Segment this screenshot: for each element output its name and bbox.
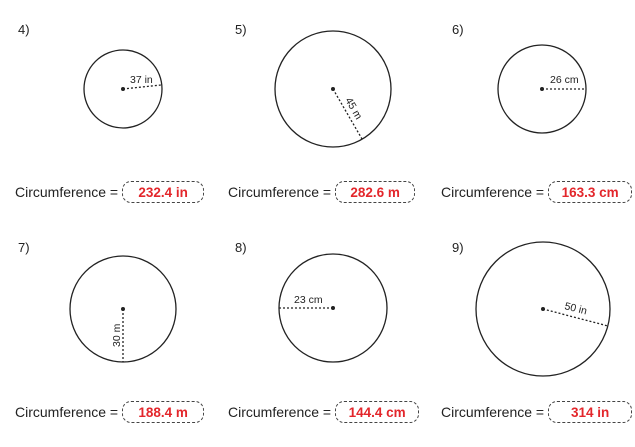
circumference-label: Circumference = — [228, 184, 332, 200]
answer-value: 282.6 m — [350, 184, 400, 200]
answer-value: 144.4 cm — [348, 404, 406, 420]
radius-label: 50 in — [563, 300, 588, 317]
answer-box[interactable]: 163.3 cm — [548, 181, 633, 203]
problem-number: 8) — [235, 240, 247, 255]
answer-box[interactable]: 232.4 in — [122, 181, 205, 203]
problem-5: 45 m 5) Circumference = 282.6 m — [213, 0, 423, 220]
circumference-label: Circumference = — [228, 404, 332, 420]
answer-row: Circumference = 144.4 cm — [228, 401, 420, 423]
problem-7: 30 m 7) Circumference = 188.4 m — [0, 222, 210, 442]
answer-row: Circumference = 163.3 cm — [441, 181, 633, 203]
problem-9: 50 in 9) Circumference = 314 in — [425, 222, 635, 442]
center-dot — [331, 87, 335, 91]
answer-value: 232.4 in — [138, 184, 188, 200]
radius-label: 23 cm — [294, 294, 323, 306]
answer-box[interactable]: 314 in — [548, 401, 633, 423]
circle-figure: 45 m — [274, 30, 392, 148]
circle — [475, 241, 611, 377]
answer-box[interactable]: 188.4 m — [122, 401, 205, 423]
problem-6: 26 cm 6) Circumference = 163.3 cm — [425, 0, 635, 220]
answer-value: 163.3 cm — [561, 184, 619, 200]
problem-number: 7) — [18, 240, 30, 255]
answer-box[interactable]: 144.4 cm — [335, 401, 420, 423]
circle-figure: 50 in — [475, 241, 611, 377]
center-dot — [540, 87, 544, 91]
radius-label: 26 cm — [550, 74, 579, 86]
circumference-label: Circumference = — [441, 404, 545, 420]
problem-4: 4) 37 in Circumference = 232.4 in — [0, 0, 210, 220]
circle — [274, 30, 392, 148]
circle — [83, 49, 163, 129]
circumference-label: Circumference = — [441, 184, 545, 200]
radius-label: 45 m — [342, 96, 364, 122]
problem-number: 6) — [452, 22, 464, 37]
circle-figure: 30 m — [69, 255, 177, 363]
circle-figure: 37 in — [83, 49, 163, 129]
answer-row: Circumference = 314 in — [441, 401, 633, 423]
radius-label: 37 in — [130, 74, 153, 86]
problem-number: 5) — [235, 22, 247, 37]
center-dot — [541, 307, 545, 311]
circle — [497, 44, 587, 134]
problem-8: 23 cm 8) Circumference = 144.4 cm — [213, 222, 423, 442]
problem-number: 9) — [452, 240, 464, 255]
answer-row: Circumference = 282.6 m — [228, 181, 416, 203]
problem-number: 4) — [18, 22, 30, 37]
center-dot — [331, 306, 335, 310]
circumference-label: Circumference = — [15, 404, 119, 420]
answer-box[interactable]: 282.6 m — [335, 181, 416, 203]
radius-line — [542, 308, 609, 327]
circumference-label: Circumference = — [15, 184, 119, 200]
center-dot — [121, 87, 125, 91]
answer-value: 314 in — [570, 404, 610, 420]
radius-label: 30 m — [111, 323, 123, 347]
answer-row: Circumference = 188.4 m — [15, 401, 205, 423]
answer-row: Circumference = 232.4 in — [15, 181, 205, 203]
radius-line — [332, 88, 363, 140]
circle-figure: 23 cm — [278, 253, 388, 363]
circle-figure: 26 cm — [497, 44, 587, 134]
center-dot — [121, 307, 125, 311]
answer-value: 188.4 m — [138, 404, 188, 420]
